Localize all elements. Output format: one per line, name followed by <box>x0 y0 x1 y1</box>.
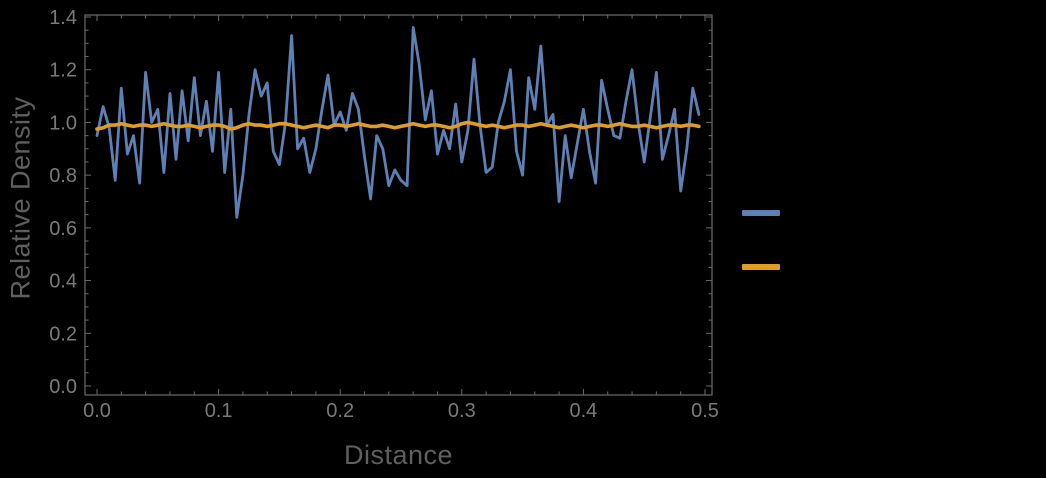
x-tick-label: 0.3 <box>448 400 476 422</box>
series-line-2 <box>95 120 701 131</box>
series-line-1 <box>95 26 701 219</box>
y-tick-label: 0.2 <box>49 323 77 345</box>
y-tick-label: 0.6 <box>49 218 77 240</box>
x-tick-label: 0.2 <box>326 400 354 422</box>
legend-swatch-series-1 <box>742 210 780 216</box>
x-tick-label: 0.1 <box>205 400 233 422</box>
y-tick-label: 0.4 <box>49 271 77 293</box>
x-tick-label: 0.5 <box>691 400 719 422</box>
y-tick-label: 1.4 <box>49 7 77 29</box>
legend-swatch-series-2 <box>742 264 780 270</box>
x-tick-label: 0.0 <box>83 400 111 422</box>
y-tick-label: 1.0 <box>49 112 77 134</box>
y-tick-label: 0.0 <box>49 376 77 398</box>
x-tick-label: 0.4 <box>569 400 597 422</box>
x-axis-label: Distance <box>343 440 454 470</box>
y-axis-label: Relative Density <box>5 96 36 300</box>
legend-item-series-1 <box>742 210 790 216</box>
y-tick-label: 0.8 <box>49 165 77 187</box>
plot-frame <box>84 14 713 396</box>
legend-item-series-2 <box>742 264 790 270</box>
y-tick-label: 1.2 <box>49 60 77 82</box>
